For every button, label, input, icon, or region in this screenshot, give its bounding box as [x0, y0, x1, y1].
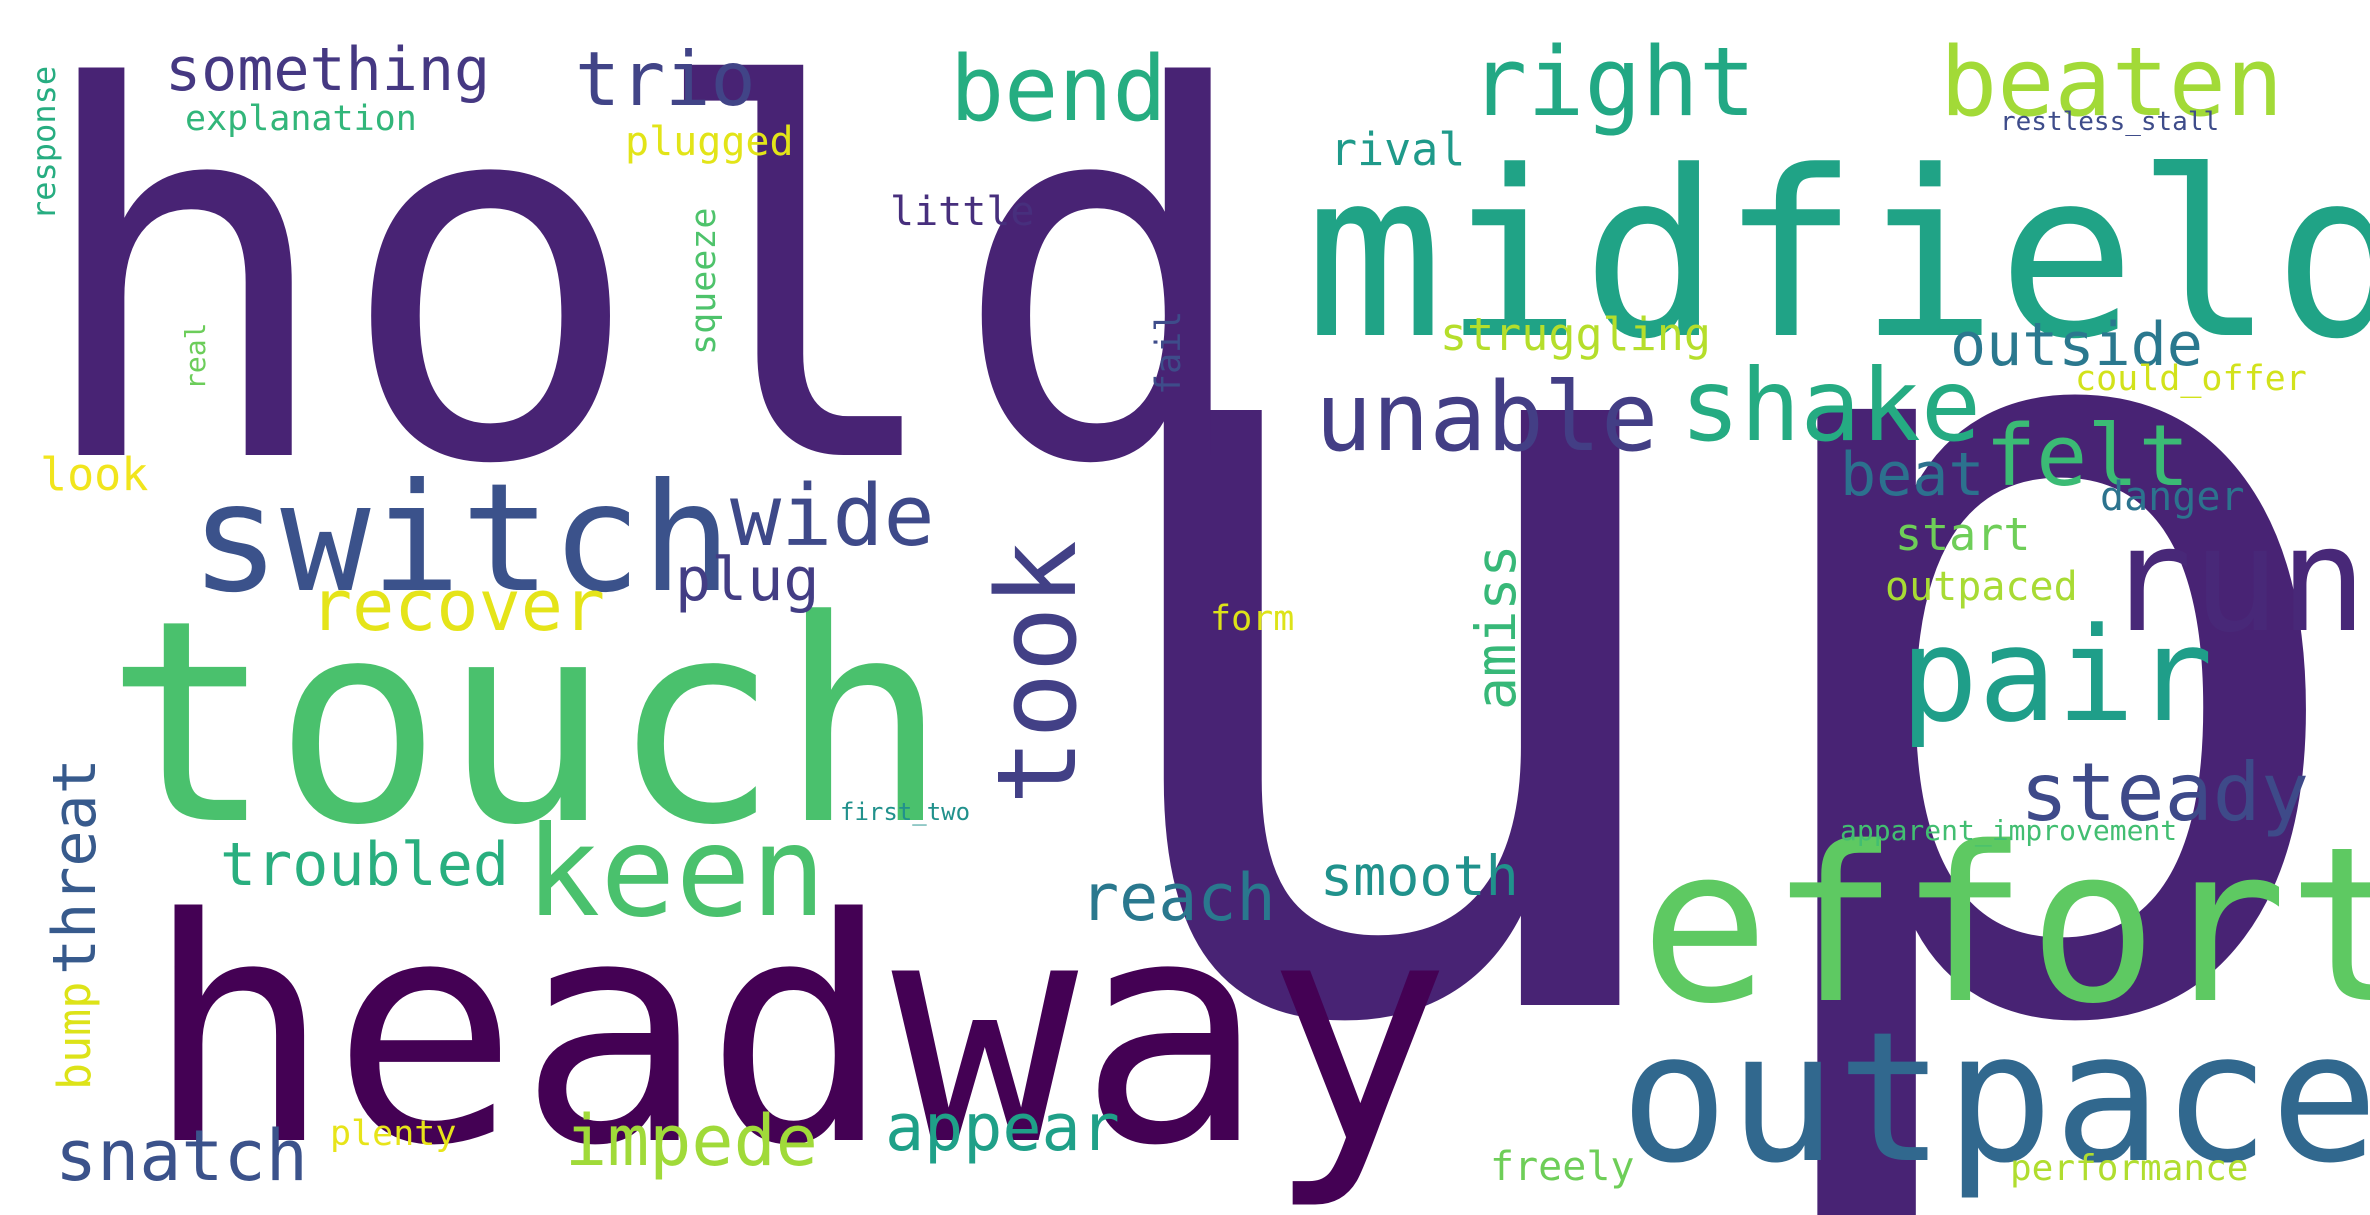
word-touch: touch — [105, 561, 948, 887]
word-rival: rival — [1330, 123, 1465, 176]
word-impede: impede — [565, 1100, 818, 1182]
word-keen: keen — [525, 800, 826, 945]
word-danger: danger — [2100, 474, 2245, 520]
word-apparent-improvement: apparent_improvement — [1840, 814, 2177, 848]
word-bump: bump — [48, 982, 101, 1090]
word-effort: effort — [1640, 800, 2370, 1051]
word-smooth: smooth — [1320, 844, 1519, 908]
word-hold: hold — [30, 0, 1258, 576]
word-bend: bend — [950, 37, 1167, 142]
word-squeeze: squeeze — [684, 207, 724, 355]
word-little: little — [890, 189, 1035, 235]
word-appear: appear — [885, 1091, 1120, 1166]
word-freely: freely — [1490, 1144, 1635, 1190]
word-midfield: midfield — [1305, 123, 2370, 390]
word-explanation: explanation — [185, 99, 417, 139]
word-run: run — [2105, 496, 2367, 665]
word-plug: plug — [675, 545, 820, 615]
word-start: start — [1895, 508, 2030, 561]
word-trio: trio — [575, 35, 756, 123]
word-could-offer: could_offer — [2075, 359, 2307, 399]
word-pair: pair — [1900, 599, 2213, 751]
word-beat: beat — [1840, 440, 1985, 510]
word-form: form — [1210, 599, 1294, 639]
word-wide: wide — [730, 467, 935, 566]
word-amiss: amiss — [1464, 544, 1528, 710]
word-felt: felt — [1985, 407, 2190, 506]
word-performance: performance — [2010, 1148, 2248, 1189]
word-troubled: troubled — [220, 830, 509, 900]
word-outpaced: outpaced — [1885, 564, 2078, 610]
word-plenty: plenty — [330, 1114, 456, 1154]
word-outpace: outpace — [1620, 994, 2370, 1203]
word-shake: shake — [1680, 347, 1981, 464]
word-reach: reach — [1080, 861, 1276, 936]
word-restless-stall: restless_stall — [2000, 107, 2219, 137]
word-outside: outside — [1950, 310, 2203, 380]
word-steady: steady — [2020, 746, 2309, 839]
word-something: something — [165, 35, 490, 105]
word-took: took — [973, 540, 1101, 805]
word-snatch: snatch — [55, 1115, 308, 1197]
word-response: response — [25, 66, 63, 220]
word-switch: switch — [190, 452, 732, 626]
word-threat: threat — [40, 758, 110, 975]
word-headway: headway — [145, 853, 1451, 1214]
word-right: right — [1470, 28, 1756, 138]
word-first-two: first_two — [840, 798, 970, 826]
word-beaten: beaten — [1940, 28, 2283, 138]
word-fail: fail — [1149, 311, 1189, 395]
word-recover: recover — [310, 565, 605, 647]
word-look: look — [40, 448, 148, 501]
word-real: real — [179, 323, 212, 390]
word-up: up — [1060, 0, 2370, 1215]
word-plugged: plugged — [625, 119, 794, 165]
word-unable: unable — [1315, 363, 1658, 473]
word-struggling: struggling — [1440, 308, 1711, 361]
